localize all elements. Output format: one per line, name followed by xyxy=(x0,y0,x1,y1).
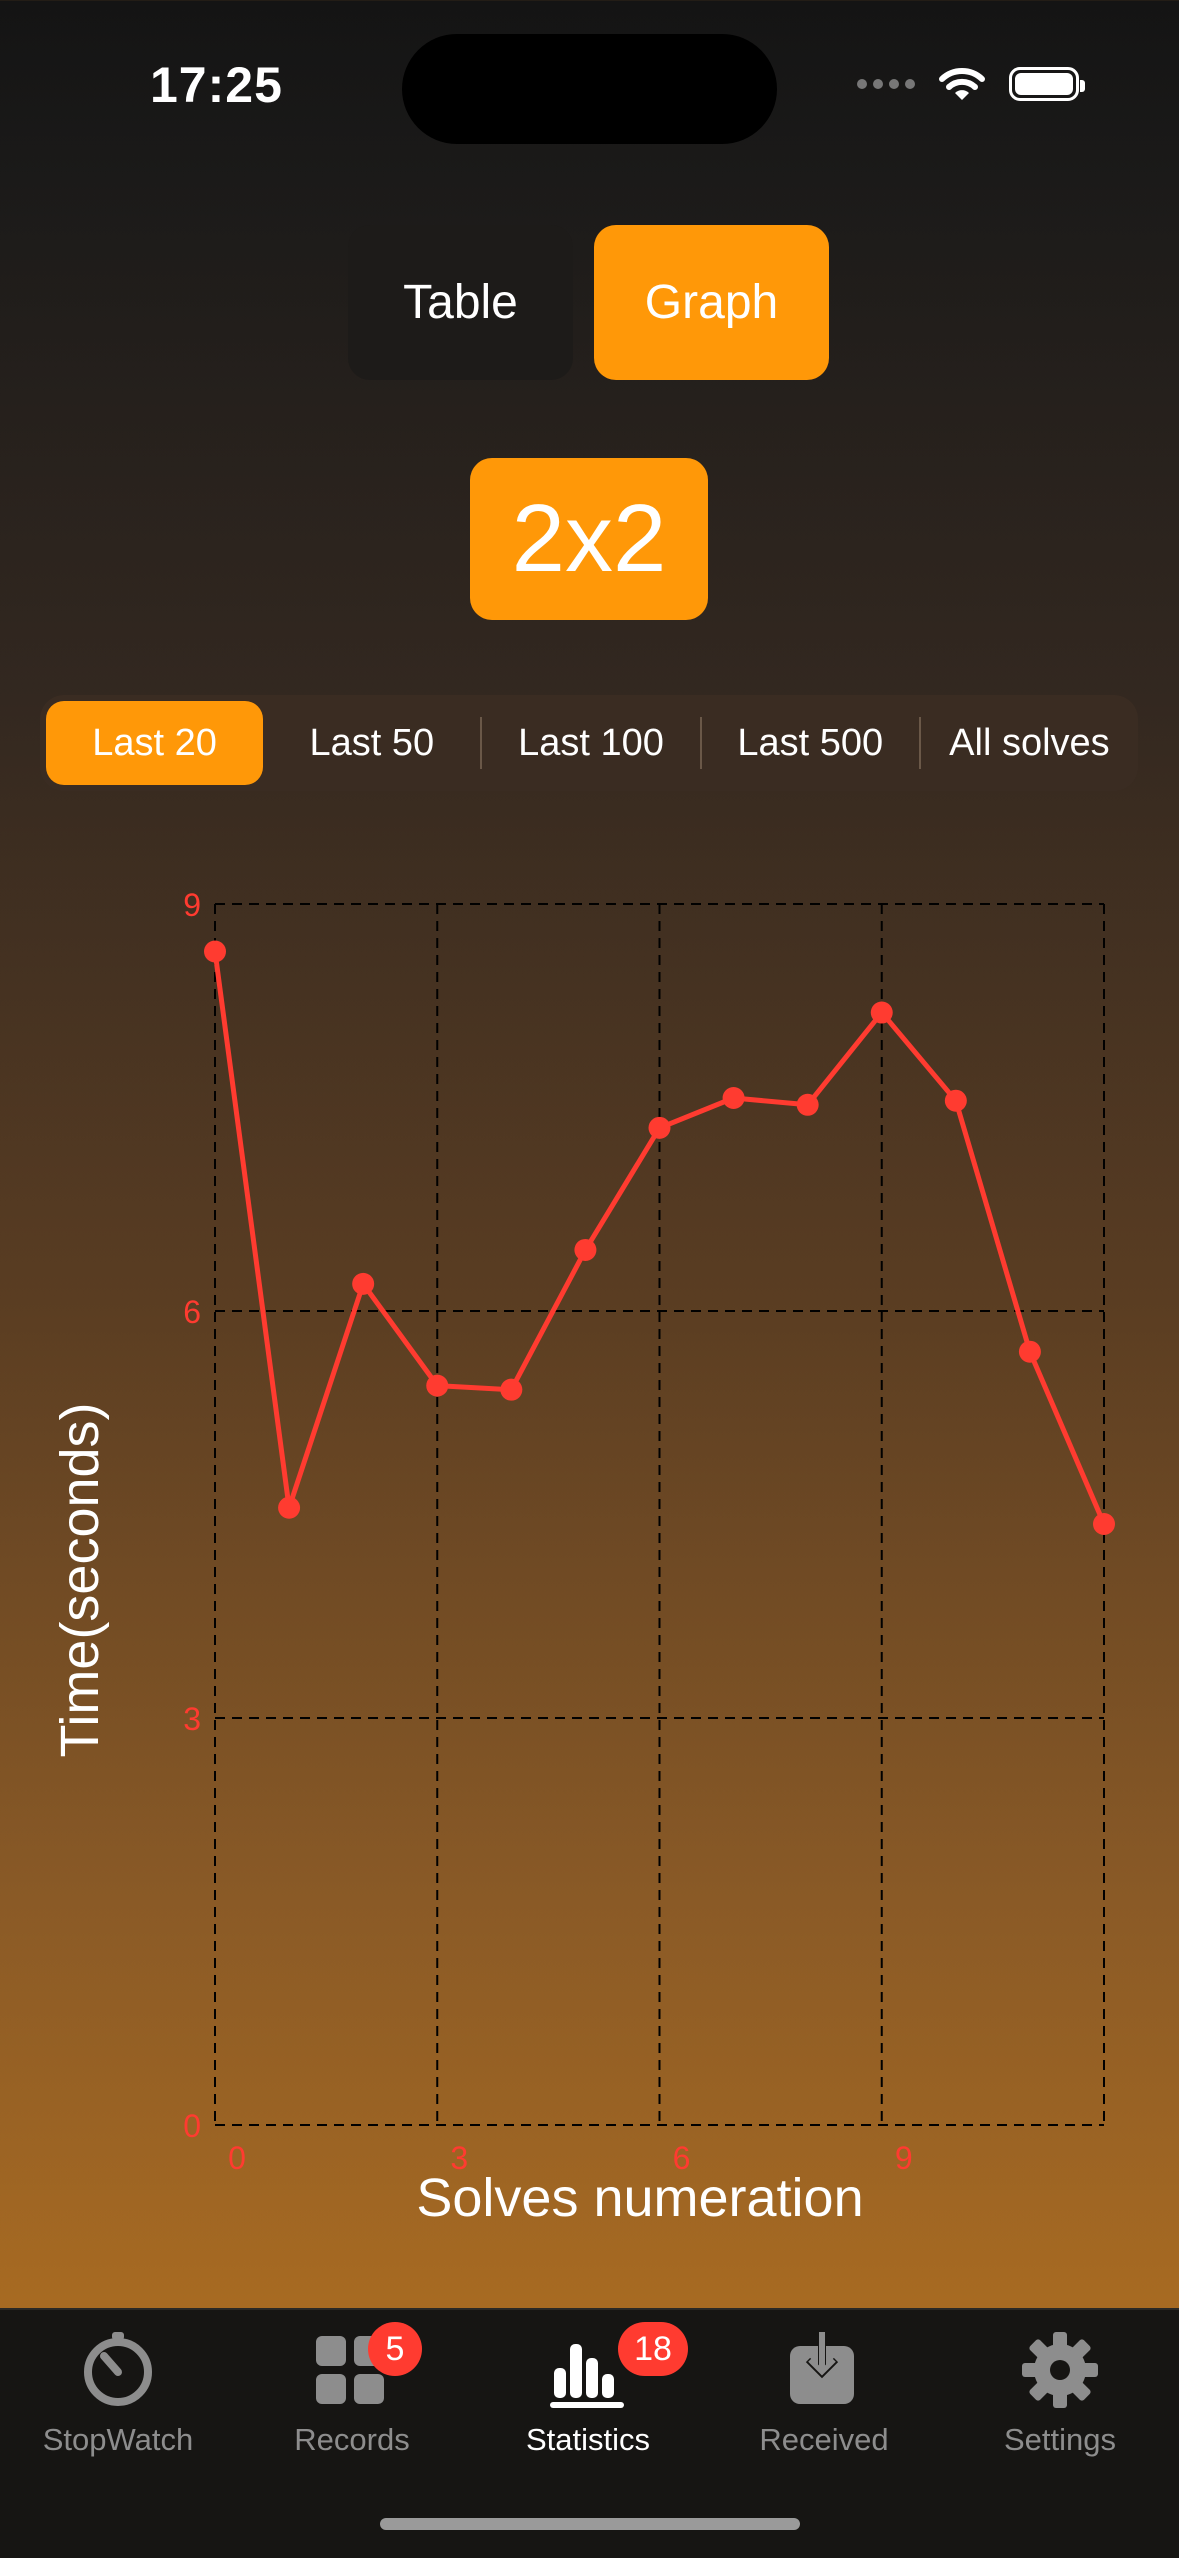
data-point xyxy=(500,1378,523,1401)
tab-label: Settings xyxy=(1003,2422,1116,2457)
tab-statistics[interactable]: 18 Statistics xyxy=(470,2322,706,2458)
download-tray-icon xyxy=(784,2330,864,2410)
statistics-badge: 18 xyxy=(618,2322,688,2376)
data-point xyxy=(1093,1512,1115,1535)
y-tick-label: 9 xyxy=(183,887,201,923)
data-point xyxy=(944,1089,967,1112)
data-point xyxy=(796,1093,819,1116)
tab-label: Statistics xyxy=(525,2422,651,2457)
range-last-20[interactable]: Last 20 xyxy=(46,701,264,785)
segment-divider xyxy=(480,717,483,769)
puzzle-type-button[interactable]: 2x2 xyxy=(470,458,708,620)
y-axis-ticks: 0 3 6 9 xyxy=(183,887,201,2144)
tab-bar: StopWatch 5 Records 18 Statistics Receiv… xyxy=(0,2308,1179,2558)
data-point xyxy=(204,940,226,963)
range-last-500[interactable]: Last 500 xyxy=(737,721,884,764)
home-indicator xyxy=(380,2518,800,2530)
chart-icon: 18 xyxy=(548,2322,688,2410)
status-icons xyxy=(857,64,1085,104)
x-tick-label: 9 xyxy=(895,2140,913,2176)
data-point xyxy=(426,1374,449,1397)
data-point xyxy=(574,1238,597,1261)
battery-icon xyxy=(1009,67,1085,101)
tab-received[interactable]: Received xyxy=(706,2330,942,2458)
tab-settings[interactable]: Settings xyxy=(942,2330,1178,2458)
data-points xyxy=(204,940,1115,1535)
tab-label: StopWatch xyxy=(42,2422,194,2457)
table-mode-button[interactable]: Table xyxy=(348,225,573,380)
gear-icon xyxy=(1020,2330,1100,2410)
x-axis-label: Solves numeration xyxy=(416,2168,863,2228)
x-tick-label: 0 xyxy=(228,2140,246,2176)
data-point xyxy=(722,1087,745,1110)
tab-label: Received xyxy=(759,2422,889,2457)
cellular-signal-icon xyxy=(857,79,915,89)
graph-mode-button[interactable]: Graph xyxy=(594,225,829,380)
tab-label: Records xyxy=(294,2422,410,2457)
wifi-icon xyxy=(939,68,985,100)
data-point xyxy=(352,1272,375,1295)
tab-records[interactable]: 5 Records xyxy=(234,2322,470,2458)
solve-time-chart: 0 3 6 9 0 3 6 9 Time(seconds) Solves numeratio… xyxy=(50,887,1115,2228)
x-tick-label: 6 xyxy=(673,2140,691,2176)
y-axis-label: Time(seconds) xyxy=(50,1402,110,1757)
stopwatch-icon xyxy=(78,2330,158,2410)
data-point xyxy=(648,1116,671,1139)
range-last-50[interactable]: Last 50 xyxy=(309,721,435,764)
records-badge: 5 xyxy=(368,2322,422,2376)
tab-stopwatch[interactable]: StopWatch xyxy=(0,2330,236,2458)
status-time: 17:25 xyxy=(150,57,283,113)
data-point xyxy=(278,1496,301,1519)
y-tick-label: 3 xyxy=(183,1701,201,1737)
chart-grid xyxy=(214,903,1105,2126)
segment-divider xyxy=(918,717,921,769)
range-all-solves[interactable]: All solves xyxy=(949,721,1110,764)
dynamic-island xyxy=(402,34,777,144)
x-tick-label: 3 xyxy=(450,2140,468,2176)
data-point xyxy=(870,1001,893,1024)
x-axis-ticks: 0 3 6 9 xyxy=(228,2140,913,2176)
grid-icon: 5 xyxy=(312,2322,422,2410)
segment-divider xyxy=(699,717,702,769)
y-tick-label: 0 xyxy=(183,2108,201,2144)
data-point xyxy=(1018,1340,1041,1363)
range-last-100[interactable]: Last 100 xyxy=(518,721,664,764)
y-tick-label: 6 xyxy=(183,1294,201,1330)
range-segmented-control: Last 20 Last 50 Last 100 Last 500 All so… xyxy=(40,695,1138,791)
